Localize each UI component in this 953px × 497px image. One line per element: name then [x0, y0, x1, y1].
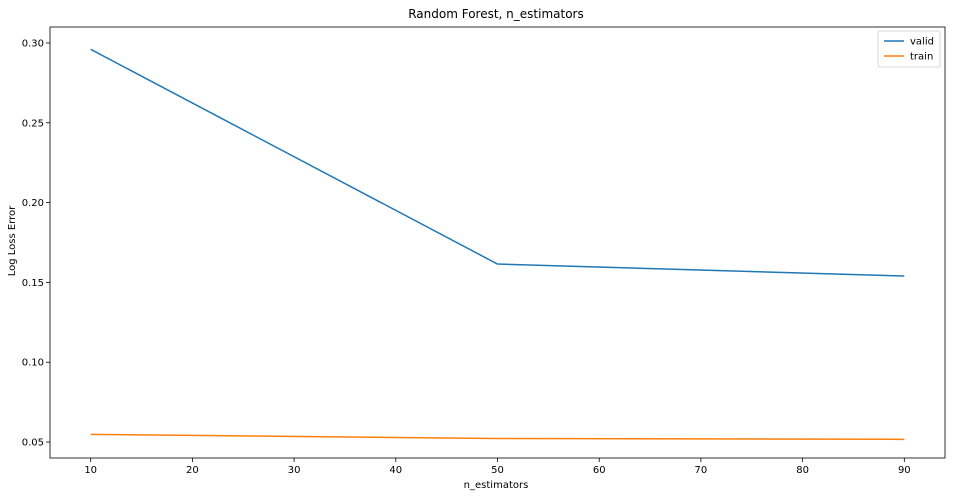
x-tick-label: 30 — [288, 465, 301, 476]
y-tick-label: 0.20 — [22, 198, 44, 209]
chart-title: Random Forest, n_estimators — [408, 7, 584, 21]
legend: valid train — [877, 30, 941, 68]
x-tick-label: 50 — [491, 465, 504, 476]
plot-area: 10 20 30 40 50 60 70 80 90 0.05 0.10 0.15 0.20 0.25 0.… — [22, 26, 946, 476]
y-tick-label: 0.30 — [22, 38, 44, 49]
x-tick-label: 40 — [389, 465, 402, 476]
x-tick-label: 80 — [796, 465, 809, 476]
y-axis-label: Log Loss Error — [7, 205, 18, 276]
legend-box — [877, 30, 941, 68]
x-tick-label: 20 — [186, 465, 199, 476]
x-tick-label: 60 — [593, 465, 606, 476]
x-tick-label: 70 — [695, 465, 708, 476]
series-line-train — [90, 433, 905, 441]
x-axis-label: n_estimators — [464, 480, 529, 491]
x-tick-label: 90 — [898, 465, 911, 476]
legend-label-valid: valid — [910, 37, 934, 48]
legend-label-train: train — [910, 52, 933, 63]
y-tick-label: 0.15 — [22, 278, 44, 289]
x-tick-label: 10 — [84, 465, 97, 476]
y-tick-label: 0.05 — [22, 438, 44, 449]
y-tick-label: 0.10 — [22, 358, 44, 369]
series-line-valid — [90, 48, 905, 277]
y-tick-label: 0.25 — [22, 118, 44, 129]
